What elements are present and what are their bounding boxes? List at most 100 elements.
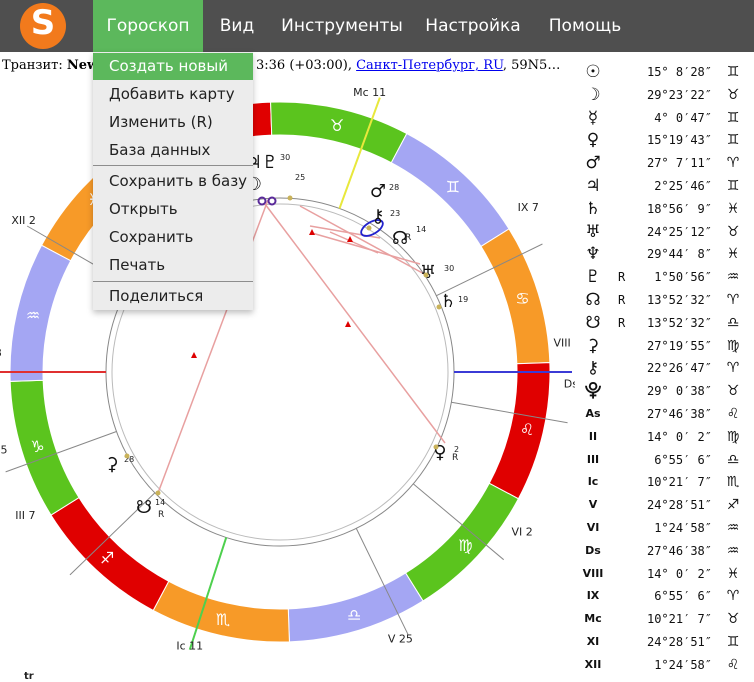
zodiac-sign-icon: ♍ — [458, 536, 472, 555]
house-cusp-line — [355, 528, 409, 635]
house-label: Ic 11 — [176, 640, 203, 653]
planet-row: ☿ 4° 0′47″ ♊ — [578, 106, 754, 129]
planet-degree-label: 30 — [280, 153, 290, 162]
planet-position-dot — [423, 272, 429, 278]
menu-horoscope[interactable]: Гороскоп — [93, 0, 203, 52]
planet-symbol: Ic — [587, 475, 599, 489]
planet-symbol: ☽ — [585, 84, 601, 105]
zodiac-sign-icon: ♊ — [726, 64, 740, 80]
planet-degree: 27°46′38″ — [646, 543, 712, 558]
menu-add-chart[interactable]: Добавить карту — [109, 85, 235, 103]
zodiac-sign-icon: ♊ — [726, 109, 740, 126]
menu-print[interactable]: Печать — [109, 256, 166, 274]
zodiac-sign-icon: ♈ — [726, 360, 740, 377]
menu-settings[interactable]: Настройка — [425, 16, 521, 36]
planet-symbol: ♆ — [585, 244, 601, 265]
zodiac-sign-icon: ♈ — [726, 155, 740, 172]
zodiac-sign-icon: ♐ — [100, 548, 114, 567]
menu-open[interactable]: Открыть — [109, 200, 178, 218]
menu-save[interactable]: Сохранить — [109, 228, 194, 246]
planet-symbol: III — [586, 452, 600, 466]
planet-degree: 29°23′22″ — [646, 87, 712, 102]
planet-symbol: ♅ — [585, 221, 601, 242]
zodiac-sign-icon: ♍ — [726, 428, 740, 445]
zodiac-sign-icon: ♒ — [726, 269, 740, 286]
transit-place-link[interactable]: Санкт-Петербург, RU — [356, 58, 503, 73]
zodiac-sign-icon: ♐ — [726, 497, 740, 514]
planet-position-dot — [436, 304, 442, 310]
planet-degree-label: 14 — [155, 498, 165, 507]
planet-degree-label: 2 — [454, 445, 459, 454]
menu-edit[interactable]: Изменить (R) — [109, 113, 213, 131]
planet-glyph-icon: ☋ — [136, 497, 152, 518]
planet-degree: 27°19′55″ — [646, 338, 712, 353]
planet-degree-label: 19 — [458, 295, 468, 304]
house-cusp-line — [188, 537, 228, 651]
planet-symbol: ♂ — [585, 153, 601, 174]
house-cusp-line — [5, 431, 117, 473]
aspect-marker — [191, 352, 197, 358]
logo-letter: S — [30, 3, 56, 43]
planet-symbol: ⯓ — [584, 381, 602, 402]
planet-degree: 10°21′ 7″ — [646, 612, 712, 627]
house-cusp-line — [69, 492, 156, 576]
planet-row: ☋ R 13°52′32″ ♎ — [578, 311, 754, 334]
planet-row: ♆ 29°44′ 8″ ♓ — [578, 242, 754, 265]
menu-view[interactable]: Вид — [219, 16, 255, 36]
planet-row: II 14° 0′ 2″ ♍ — [578, 425, 754, 448]
planet-row: Mc 10°21′ 7″ ♉ — [578, 607, 754, 630]
planet-row: ⯓ 29° 0′38″ ♉ — [578, 379, 754, 402]
menu-database[interactable]: База данных — [109, 141, 211, 159]
aspect-line — [299, 205, 427, 276]
house-label: As 28 — [0, 347, 2, 360]
planet-glyph-icon: ♇ — [262, 152, 278, 173]
planet-position-dot — [124, 453, 130, 459]
planet-glyph-icon: ♅ — [420, 262, 436, 283]
planet-position-dot — [366, 225, 372, 231]
planet-degree: 14° 0′ 2″ — [646, 429, 712, 444]
planet-degree: 15°19′43″ — [646, 133, 712, 148]
zodiac-sign-icon: ♑ — [30, 437, 44, 456]
planet-glyph-icon: ☊ — [392, 228, 408, 249]
planet-degree-label: 28 — [124, 455, 134, 464]
planet-row: XI 24°28′51″ ♊ — [578, 630, 754, 653]
top-menu-bar: S Гороскоп Вид Инструменты Настройка Пом… — [0, 0, 754, 52]
app-logo[interactable]: S — [20, 3, 66, 49]
zodiac-segment — [390, 132, 510, 248]
transit-time: 3:36 (+03:00), — [256, 58, 352, 73]
zodiac-sign-icon: ♎ — [726, 451, 740, 468]
planet-positions-list: ☉ 15° 8′28″ ♊ ☽ 29°23′22″ ♉ ☿ 4° 0′47″ ♊ ♀ 15°19′4… — [578, 60, 754, 676]
aspect-circle — [257, 196, 267, 206]
planet-degree-label: 14 — [416, 225, 426, 234]
zodiac-sign-icon: ♍ — [726, 337, 740, 354]
menu-share[interactable]: Поделиться — [109, 287, 204, 305]
menu-create-new[interactable]: Создать новый — [93, 53, 253, 80]
planet-symbol: XII — [584, 657, 602, 671]
planet-row: V 24°28′51″ ♐ — [578, 493, 754, 516]
planet-degree: 6°55′ 6″ — [654, 589, 712, 604]
planet-position-dot — [287, 195, 293, 201]
aspect-marker — [345, 321, 351, 327]
house-label: IX 7 — [518, 201, 539, 214]
planet-symbol: As — [585, 406, 601, 420]
planet-position-dot — [155, 490, 161, 496]
menu-save-to-db[interactable]: Сохранить в базу — [109, 172, 248, 190]
zodiac-sign-icon: ♓ — [726, 246, 740, 263]
planet-degree-label: 28 — [389, 183, 399, 192]
planet-row: ♇ R 1°50′56″ ♒ — [578, 265, 754, 288]
planet-degree: 27°46′38″ — [646, 406, 712, 421]
planet-glyph-icon: ⚳ — [105, 454, 118, 475]
zodiac-sign-icon: ♈ — [726, 291, 740, 308]
zodiac-segment — [270, 101, 408, 164]
planet-row: ♀ 15°19′43″ ♊ — [578, 128, 754, 151]
planet-glyph-icon: ♂ — [370, 181, 386, 202]
zodiac-sign-icon: ♊ — [726, 177, 740, 194]
menu-help[interactable]: Помощь — [548, 16, 622, 36]
zodiac-sign-icon: ♒ — [726, 519, 740, 536]
menu-tools[interactable]: Инструменты — [281, 16, 403, 36]
retrograde-mark: R — [405, 233, 411, 243]
planet-degree: 24°25′12″ — [646, 224, 712, 239]
zodiac-sign-icon: ♊ — [726, 132, 740, 149]
